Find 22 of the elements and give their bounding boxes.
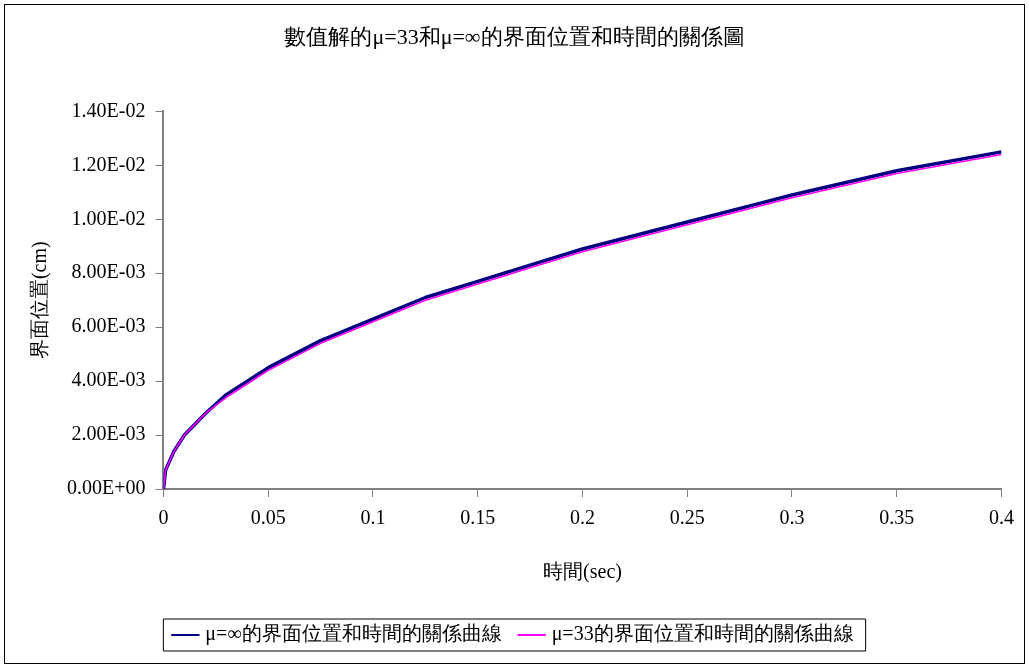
y-tick-label: 0.00E+00 [67,476,146,499]
x-tick-label: 0.3 [779,506,805,529]
x-tick-label: 0.1 [360,506,386,529]
x-tick-label: 0.05 [250,506,286,529]
x-tick-label: 0.2 [570,506,595,529]
x-tick-label: 0.15 [460,506,496,529]
y-tick-label: 1.00E-02 [71,206,146,229]
y-axis-title: 界面位置(cm) [28,241,52,360]
legend-label: μ=∞的界面位置和時間的關係曲線 [205,622,502,646]
y-tick-label: 2.00E-03 [71,422,146,445]
x-tick-label: 0.35 [879,506,915,529]
legend-label: μ=33的界面位置和時間的關係曲線 [551,622,854,646]
y-tick-label: 1.20E-02 [71,152,146,175]
x-tick-label: 0.4 [989,506,1014,529]
x-tick-label: 0.25 [669,506,705,529]
x-tick-label: 0 [158,506,169,529]
y-tick-label: 4.00E-03 [71,368,146,391]
x-axis-title: 時間(sec) [543,560,622,584]
y-tick-label: 6.00E-03 [71,314,146,337]
chart-title: 數值解的μ=33和μ=∞的界面位置和時間的關係圖 [284,23,745,49]
y-tick-label: 8.00E-03 [71,260,146,283]
y-tick-label: 1.40E-02 [71,98,146,121]
